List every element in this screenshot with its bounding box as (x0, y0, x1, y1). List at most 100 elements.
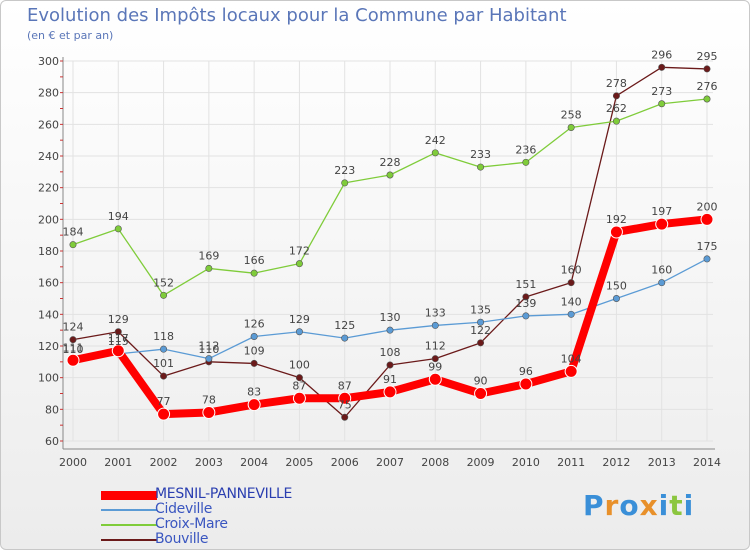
data-point (295, 260, 303, 268)
x-tick-label: 2004 (240, 456, 268, 469)
data-point (338, 391, 352, 405)
logo-letter: P (583, 489, 605, 522)
data-point (160, 291, 168, 299)
data-label: 197 (651, 205, 672, 218)
data-label: 278 (606, 77, 627, 90)
y-tick-label: 60 (45, 435, 59, 448)
y-tick-label: 160 (38, 277, 59, 290)
data-point (612, 92, 620, 100)
data-point (477, 318, 485, 326)
data-label: 108 (380, 346, 401, 359)
data-label: 101 (153, 357, 174, 370)
data-label: 166 (244, 254, 265, 267)
y-tick-label: 220 (38, 182, 59, 195)
data-label: 110 (198, 343, 219, 356)
data-point (655, 217, 669, 231)
data-label: 228 (380, 156, 401, 169)
y-tick-label: 140 (38, 308, 59, 321)
x-tick-label: 2000 (59, 456, 87, 469)
data-point (66, 353, 80, 367)
y-tick-label: 280 (38, 87, 59, 100)
data-label: 77 (157, 395, 171, 408)
data-label: 262 (606, 102, 627, 115)
data-point (612, 294, 620, 302)
data-point (474, 387, 488, 400)
x-tick-label: 2013 (648, 456, 676, 469)
data-label: 160 (651, 264, 672, 277)
data-label: 91 (383, 373, 397, 386)
data-point (114, 225, 122, 233)
data-label: 184 (63, 226, 84, 239)
data-label: 175 (697, 240, 718, 253)
logo-letter: r (604, 489, 620, 522)
data-label: 133 (425, 306, 446, 319)
data-point (658, 279, 666, 287)
y-tick-label: 240 (38, 150, 59, 163)
data-label: 83 (247, 386, 261, 399)
data-point (160, 372, 168, 380)
y-tick-label: 80 (45, 403, 59, 416)
logo-letter: x (639, 489, 659, 522)
data-label: 172 (289, 245, 310, 258)
data-label: 87 (292, 379, 306, 392)
x-tick-label: 2003 (195, 456, 223, 469)
data-point (658, 63, 666, 71)
data-label: 139 (515, 297, 536, 310)
data-point (386, 361, 394, 369)
data-label: 115 (108, 335, 129, 348)
data-point (157, 407, 171, 421)
data-point (69, 241, 77, 249)
data-point (519, 377, 533, 391)
legend-swatch (101, 524, 157, 526)
data-label: 100 (289, 359, 310, 372)
data-label: 110 (63, 343, 84, 356)
data-point (114, 328, 122, 336)
x-tick-label: 2009 (467, 456, 495, 469)
data-label: 192 (606, 213, 627, 226)
data-point (428, 372, 442, 386)
chart-subtitle: (en € et par an) (27, 29, 114, 42)
data-point (386, 326, 394, 334)
data-label: 124 (63, 321, 84, 334)
data-point (386, 171, 394, 179)
data-point (250, 269, 258, 277)
x-tick-label: 2001 (104, 456, 132, 469)
data-point (431, 321, 439, 329)
y-tick-label: 300 (38, 55, 59, 68)
data-label: 273 (651, 85, 672, 98)
data-point (431, 355, 439, 363)
x-tick-label: 2008 (421, 456, 449, 469)
y-tick-label: 180 (38, 245, 59, 258)
data-label: 78 (202, 394, 216, 407)
data-label: 233 (470, 148, 491, 161)
data-point (250, 332, 258, 340)
logo-letter: i (683, 489, 695, 522)
data-point (567, 279, 575, 287)
data-label: 135 (470, 303, 491, 316)
data-point (341, 413, 349, 421)
data-point (522, 158, 530, 166)
data-label: 129 (108, 313, 129, 326)
data-point (295, 374, 303, 382)
data-label: 152 (153, 276, 174, 289)
y-tick-label: 100 (38, 372, 59, 385)
data-label: 87 (338, 379, 352, 392)
x-tick-label: 2010 (512, 456, 540, 469)
data-label: 90 (474, 375, 488, 388)
data-point (295, 328, 303, 336)
data-point (700, 212, 714, 226)
data-label: 258 (561, 109, 582, 122)
data-label: 99 (428, 360, 442, 373)
data-label: 112 (425, 340, 446, 353)
data-point (703, 255, 711, 263)
y-tick-label: 120 (38, 340, 59, 353)
legend-label: Croix-Mare (155, 516, 228, 532)
x-tick-label: 2014 (693, 456, 721, 469)
legend-swatch (101, 490, 157, 500)
data-label: 129 (289, 313, 310, 326)
data-label: 151 (515, 278, 536, 291)
data-label: 242 (425, 134, 446, 147)
data-point (250, 359, 258, 367)
data-point (477, 339, 485, 347)
data-point (292, 391, 306, 405)
